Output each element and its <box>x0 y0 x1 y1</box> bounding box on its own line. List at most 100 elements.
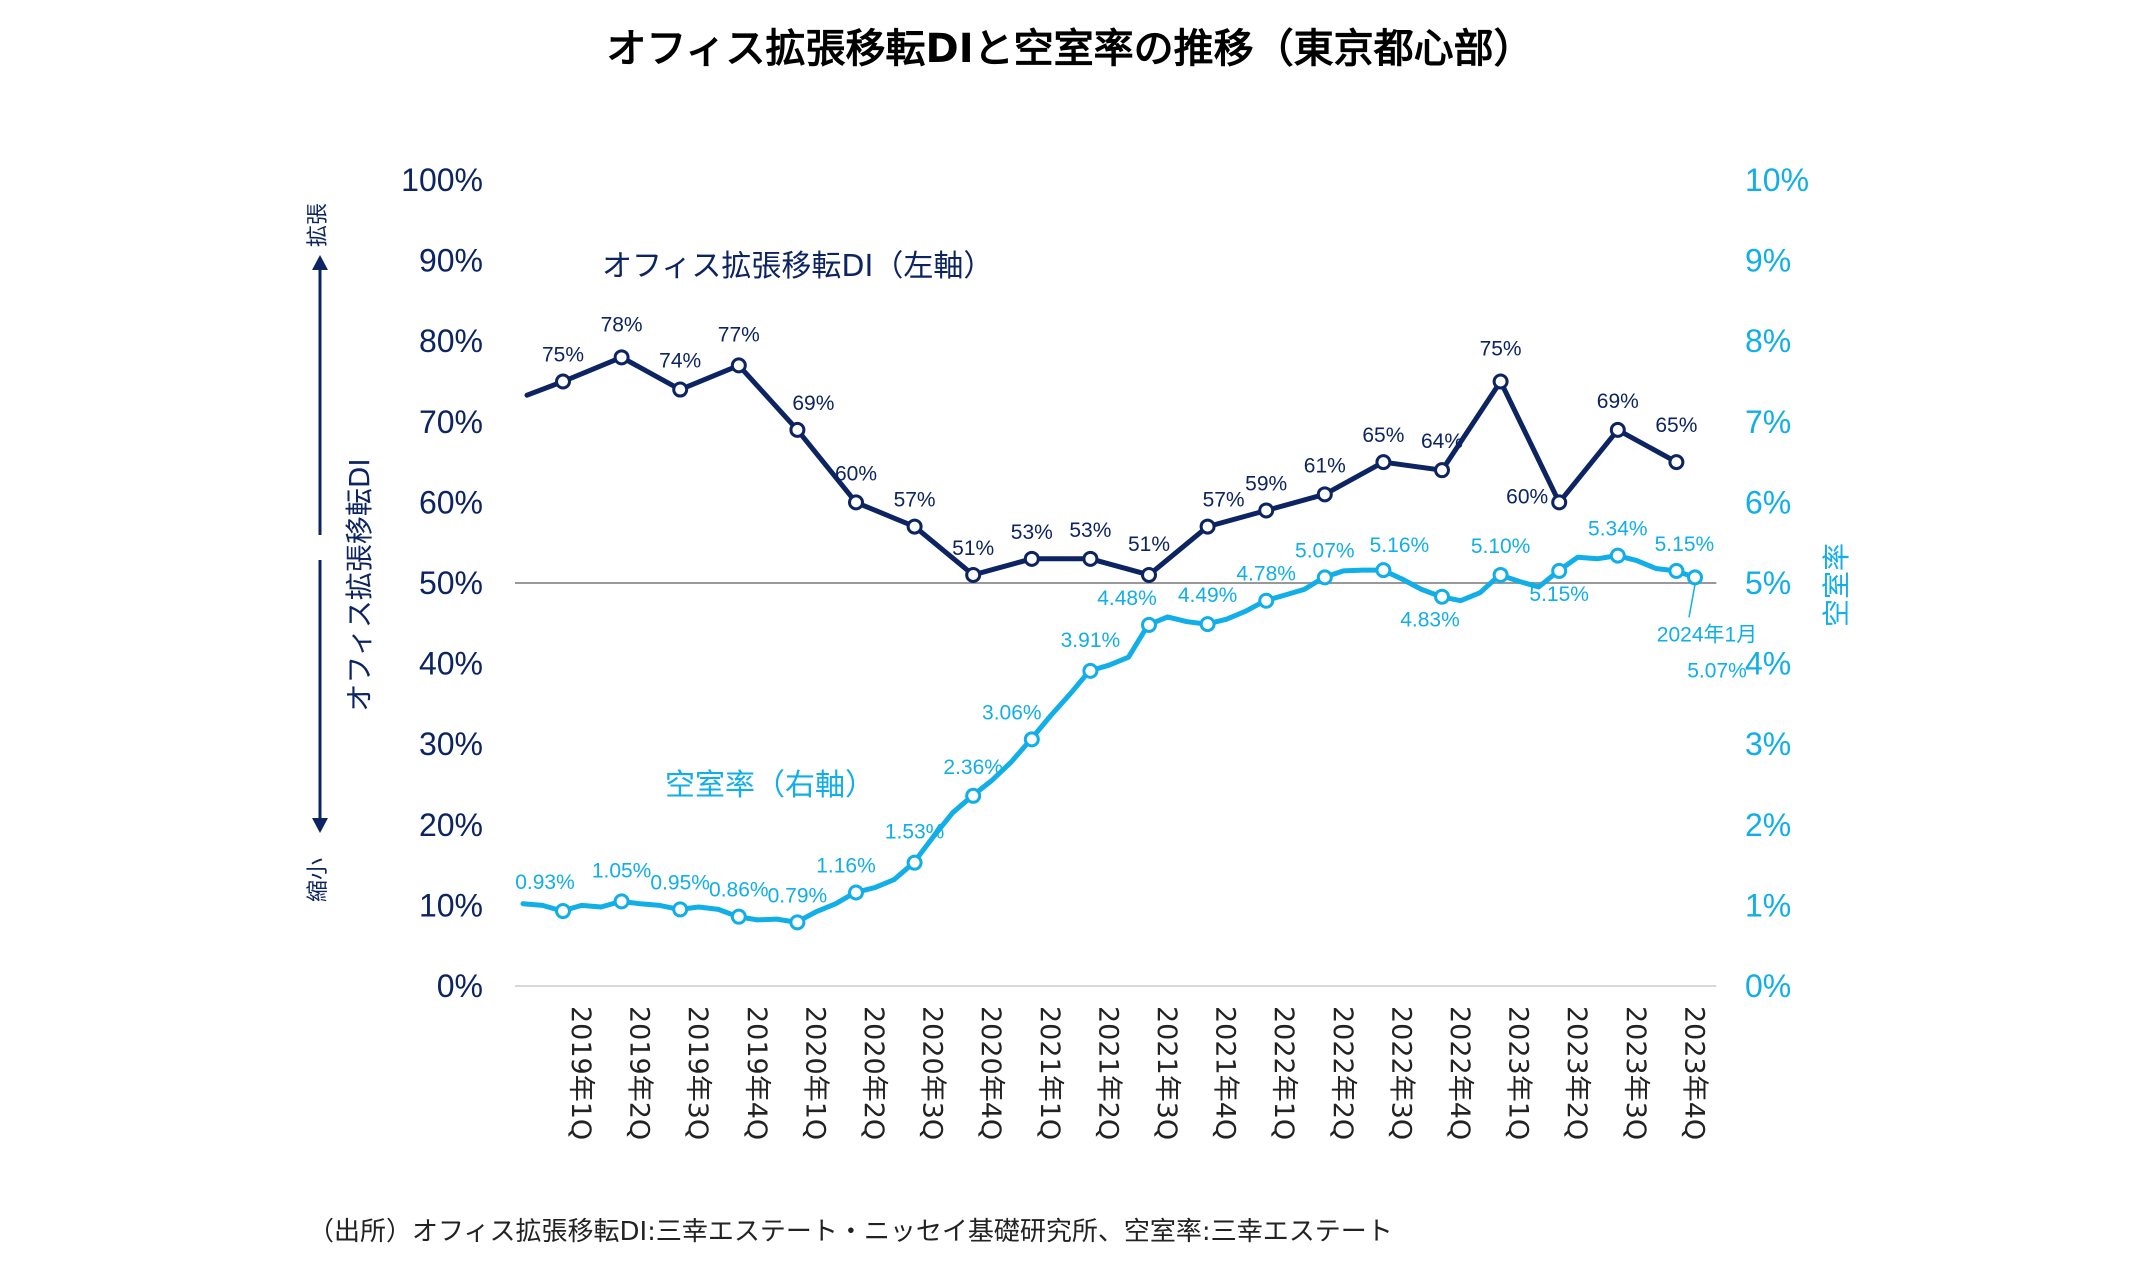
x-tick-label: 2022年4Q <box>1444 1006 1475 1140</box>
di-marker <box>1492 373 1509 390</box>
vacancy-marker <box>1023 731 1040 748</box>
x-tick-label: 2022年3Q <box>1385 1006 1416 1140</box>
vacancy-marker <box>672 901 689 918</box>
vacancy-data-label: 3.06% <box>982 701 1042 724</box>
x-tick-label: 2019年4Q <box>741 1006 772 1140</box>
right-tick-label: 0% <box>1745 968 1791 1004</box>
x-tick-label: 2021年3Q <box>1151 1006 1182 1140</box>
di-data-label: 69% <box>792 392 834 415</box>
x-tick-label: 2020年4Q <box>975 1006 1006 1140</box>
left-tick-label: 30% <box>419 726 483 762</box>
right-tick-label: 7% <box>1745 404 1791 440</box>
x-tick-label: 2023年2Q <box>1561 1006 1592 1140</box>
vacancy-data-label: 4.49% <box>1178 584 1238 607</box>
di-marker <box>1551 494 1568 511</box>
arrow-label-expand: 拡張 <box>306 203 331 247</box>
di-data-label: 64% <box>1421 430 1463 453</box>
x-axis-ticks: 2019年1Q 2019年2Q 2019年3Q 2019年4Q 2020年1Q 2020年… <box>565 1006 1709 1140</box>
vacancy-marker <box>1375 562 1392 579</box>
x-tick-label: 2021年1Q <box>1034 1006 1065 1140</box>
di-marker <box>730 357 747 374</box>
x-tick-label: 2021年4Q <box>1210 1006 1241 1140</box>
vacancy-marker <box>730 908 747 925</box>
right-tick-label: 1% <box>1745 887 1791 923</box>
di-data-label: 78% <box>601 313 643 336</box>
vacancy-marker <box>1082 662 1099 679</box>
di-data-label: 65% <box>1362 424 1404 447</box>
vacancy-series-name: 空室率（右軸） <box>665 768 875 803</box>
left-tick-label: 70% <box>419 404 483 440</box>
di-marker <box>1199 518 1216 535</box>
right-tick-label: 3% <box>1745 726 1791 762</box>
di-marker <box>1316 486 1333 503</box>
di-marker <box>1023 550 1040 567</box>
di-marker <box>1258 502 1275 519</box>
right-axis-label: 空室率 <box>1820 543 1853 627</box>
vacancy-data-label: 0.93% <box>515 871 575 894</box>
right-tick-label: 9% <box>1745 243 1791 279</box>
left-axis-label-group: 拡張 オフィス拡張移転DI 縮小 <box>306 203 376 902</box>
left-tick-label: 40% <box>419 646 483 682</box>
di-data-label: 57% <box>1203 489 1245 512</box>
di-data-label: 53% <box>1069 519 1111 542</box>
di-marker <box>1082 550 1099 567</box>
di-data-label: 51% <box>1128 533 1170 556</box>
di-data-label: 57% <box>894 489 936 512</box>
left-tick-label: 60% <box>419 484 483 520</box>
vacancy-marker <box>789 914 806 931</box>
vacancy-data-label: 0.86% <box>709 879 769 902</box>
x-tick-label: 2022年2Q <box>1327 1006 1358 1140</box>
vacancy-data-label: 2.36% <box>943 756 1003 779</box>
x-tick-label: 2023年3Q <box>1620 1006 1651 1140</box>
vacancy-marker <box>613 893 630 910</box>
di-data-label: 60% <box>1506 485 1548 508</box>
left-tick-label: 50% <box>419 565 483 601</box>
vacancy-marker <box>1258 592 1275 609</box>
vacancy-marker <box>1316 569 1333 586</box>
vacancy-data-label: 5.07% <box>1295 539 1355 562</box>
di-data-label: 75% <box>542 344 584 367</box>
vacancy-data-label: 5.15% <box>1655 533 1715 556</box>
di-marker <box>906 518 923 535</box>
last-point-leader <box>1688 584 1696 618</box>
last-point-value-label: 5.07% <box>1687 659 1747 682</box>
right-tick-label: 5% <box>1745 565 1791 601</box>
di-data-label: 59% <box>1245 472 1287 495</box>
vacancy-data-label: 0.79% <box>768 884 828 907</box>
vacancy-data-label: 1.53% <box>885 821 945 844</box>
di-data-label: 61% <box>1304 454 1346 477</box>
di-data-label: 65% <box>1655 414 1697 437</box>
x-tick-label: 2020年1Q <box>799 1006 830 1140</box>
di-data-label: 69% <box>1597 390 1639 413</box>
di-data-label: 53% <box>1011 521 1053 544</box>
vacancy-data-label: 4.83% <box>1400 609 1460 632</box>
right-tick-label: 8% <box>1745 323 1791 359</box>
right-tick-label: 4% <box>1745 646 1791 682</box>
vacancy-data-label: 5.10% <box>1471 535 1531 558</box>
left-tick-label: 10% <box>419 887 483 923</box>
x-tick-label: 2019年1Q <box>565 1006 596 1140</box>
vacancy-marker <box>965 787 982 804</box>
di-marker <box>672 381 689 398</box>
x-tick-label: 2023年4Q <box>1678 1006 1709 1140</box>
di-marker <box>965 566 982 583</box>
di-data-label: 60% <box>835 462 877 485</box>
di-data-label: 77% <box>718 323 760 346</box>
vacancy-marker <box>1492 566 1509 583</box>
di-marker <box>1141 566 1157 583</box>
right-axis-ticks: 0% 1% 2% 3% 4% 5% 6% 7% 8% 9% 10% <box>1745 162 1809 1004</box>
left-axis-label: オフィス拡張移転DI <box>343 458 376 711</box>
vacancy-marker <box>1434 588 1450 605</box>
chart-title: オフィス拡張移転DIと空室率の推移（東京都心部） <box>606 26 1533 72</box>
vacancy-marker <box>555 903 571 920</box>
vacancy-marker <box>1141 616 1157 633</box>
di-marker <box>848 494 864 511</box>
di-marker <box>789 421 806 438</box>
x-tick-label: 2019年2Q <box>624 1006 655 1140</box>
vacancy-data-label: 0.95% <box>650 871 710 894</box>
vacancy-data-label: 5.16% <box>1370 534 1430 557</box>
left-tick-label: 80% <box>419 323 483 359</box>
vacancy-marker <box>1668 562 1685 579</box>
di-series-name: オフィス拡張移転DI（左軸） <box>602 249 993 284</box>
left-axis-ticks: 0% 10% 20% 30% 40% 50% 60% 70% 80% 90% 100% <box>401 162 483 1004</box>
